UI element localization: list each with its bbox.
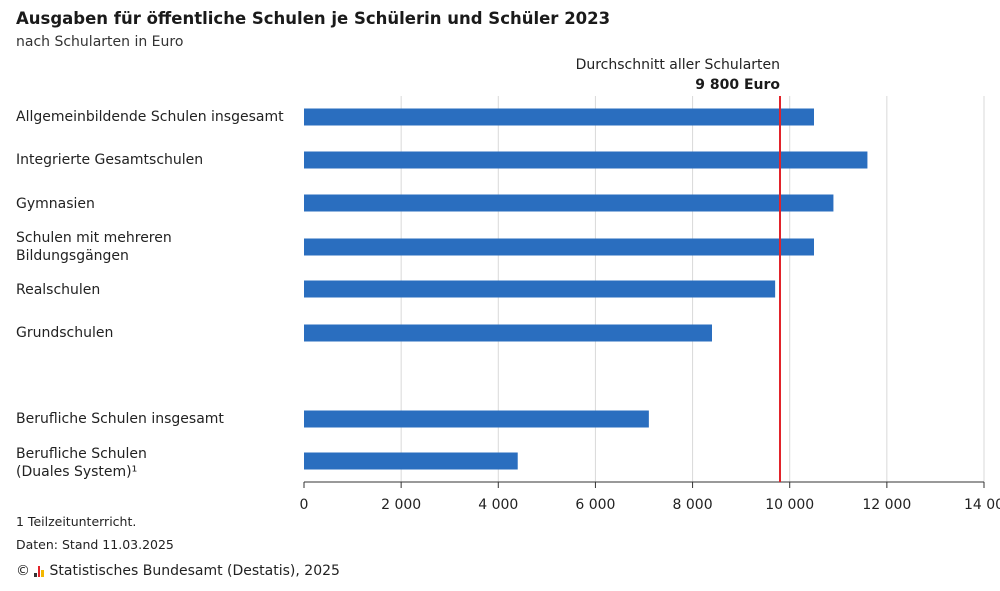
bar bbox=[304, 238, 814, 256]
x-tick-label: 14 00 bbox=[964, 497, 1000, 513]
x-axis-ticks: 0 2 000 4 000 6 000 8 000 10 000 12 000 14 00 bbox=[300, 482, 1000, 513]
category-label-mehrere-bildungsgaenge: Schulen mit mehreren Bildungsgängen bbox=[16, 230, 172, 264]
bars bbox=[304, 108, 868, 470]
bar bbox=[304, 324, 712, 342]
x-tick-label: 6 000 bbox=[575, 497, 615, 513]
x-tick-label: 12 000 bbox=[862, 497, 911, 513]
category-label-allgemeinbildende: Allgemeinbildende Schulen insgesamt bbox=[16, 109, 284, 125]
copyright-text: Statistisches Bundesamt (Destatis), 2025 bbox=[49, 563, 340, 579]
x-tick-label: 4 000 bbox=[478, 497, 518, 513]
bar bbox=[304, 280, 776, 298]
x-tick-label: 8 000 bbox=[673, 497, 713, 513]
x-tick-label: 0 bbox=[300, 497, 309, 513]
category-label-gesamtschulen: Integrierte Gesamtschulen bbox=[16, 152, 204, 168]
bar bbox=[304, 410, 649, 428]
destatis-logo-icon bbox=[34, 565, 44, 577]
chart-title: Ausgaben für öffentliche Schulen je Schü… bbox=[16, 9, 611, 28]
bar bbox=[304, 151, 868, 169]
x-tick-label: 2 000 bbox=[381, 497, 421, 513]
average-reference-value: 9 800 Euro bbox=[695, 77, 780, 93]
x-tick-label: 10 000 bbox=[765, 497, 814, 513]
category-label-duales-system: Berufliche Schulen (Duales System)¹ bbox=[16, 446, 147, 480]
category-label-gymnasien: Gymnasien bbox=[16, 196, 95, 212]
category-label-grundschulen: Grundschulen bbox=[16, 325, 114, 341]
category-label-berufliche-insgesamt: Berufliche Schulen insgesamt bbox=[16, 411, 224, 427]
average-reference-label: Durchschnitt aller Schularten bbox=[576, 57, 780, 73]
data-status: Daten: Stand 11.03.2025 bbox=[16, 537, 174, 552]
bar bbox=[304, 108, 814, 126]
copyright-symbol: © bbox=[16, 563, 30, 579]
chart-subtitle: nach Schularten in Euro bbox=[16, 34, 184, 50]
bar bbox=[304, 452, 518, 470]
copyright-line: © Statistisches Bundesamt (Destatis), 20… bbox=[16, 563, 340, 579]
footnote-teilzeit: 1 Teilzeitunterricht. bbox=[16, 514, 137, 529]
category-label-realschulen: Realschulen bbox=[16, 282, 101, 298]
bar bbox=[304, 194, 834, 212]
